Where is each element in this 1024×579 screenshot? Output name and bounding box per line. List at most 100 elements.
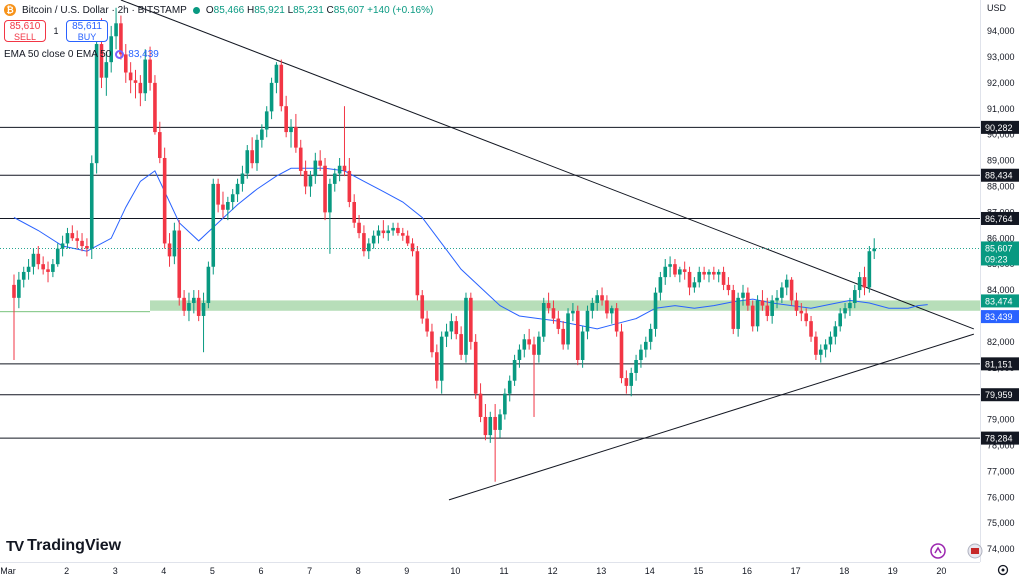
candle-body: [21, 271, 26, 280]
x-tick-label: Mar: [0, 566, 16, 576]
candle-34: [177, 220, 182, 306]
currency-label[interactable]: USD: [987, 3, 1007, 13]
level-label-5: 78,284: [981, 431, 1019, 445]
candle-146: [721, 266, 726, 291]
candle-body: [818, 349, 823, 355]
candle-body: [75, 238, 79, 241]
candle-46: [235, 178, 240, 203]
y-tick-label: 88,000: [987, 181, 1015, 191]
x-tick-label: 8: [356, 566, 361, 576]
candle-body: [439, 336, 444, 381]
support-zone-label-text: 83,474: [985, 296, 1013, 306]
level-label-0-bg: [981, 120, 1019, 134]
candle-body: [347, 170, 352, 203]
candle-149: [736, 292, 740, 337]
candle-body: [809, 321, 813, 337]
sell-button[interactable]: 85,610 SELL: [4, 20, 46, 42]
candle-body: [65, 233, 70, 244]
candle-body: [196, 297, 201, 316]
y-tick-label: 78,000: [987, 440, 1015, 450]
candle-139: [687, 266, 692, 296]
level-label-3-bg: [981, 357, 1019, 371]
candle-body: [332, 173, 337, 184]
candle-175: [862, 266, 867, 296]
candle-body: [687, 271, 692, 288]
candle-11: [65, 227, 70, 249]
candle-body: [609, 308, 614, 314]
trendline-0: [120, 0, 975, 330]
candle-body: [143, 59, 148, 94]
candle-92: [459, 326, 463, 360]
market-status-dot: [192, 6, 200, 14]
candle-body: [435, 352, 439, 381]
candle-body: [80, 240, 84, 247]
candle-66: [332, 168, 337, 192]
y-tick-label: 82,000: [987, 337, 1015, 347]
candle-body: [298, 147, 303, 171]
candle-140: [692, 277, 697, 293]
candle-body: [658, 277, 663, 293]
tradingview-mark-icon: TV: [6, 537, 24, 555]
candle-body: [731, 290, 736, 329]
level-label-5-bg: [981, 431, 1019, 445]
candle-167: [823, 339, 828, 358]
buy-label: BUY: [77, 32, 97, 42]
candle-131: [648, 323, 653, 350]
compare-icon[interactable]: [930, 543, 946, 559]
ema-value: 83,439: [128, 49, 159, 60]
candle-body: [848, 303, 852, 309]
settings-gear-icon[interactable]: [997, 564, 1009, 576]
candle-17: [94, 31, 99, 174]
candle-115: [571, 303, 575, 322]
candle-39: [201, 292, 206, 353]
candle-173: [852, 284, 857, 309]
candle-103: [512, 354, 517, 386]
candle-129: [639, 344, 643, 368]
candle-body: [55, 248, 60, 265]
candle-72: [362, 225, 366, 257]
candle-79: [396, 222, 400, 236]
buy-button[interactable]: 85,611 BUY: [66, 20, 108, 42]
candle-body: [235, 183, 240, 195]
candle-body: [721, 271, 726, 285]
candle-body: [318, 160, 322, 166]
candle-86: [430, 323, 434, 358]
candle-body: [31, 253, 36, 267]
candle-133: [658, 271, 663, 301]
candle-106: [527, 328, 531, 350]
candle-body: [619, 331, 624, 379]
symbol-title[interactable]: Bitcoin / U.S. Dollar · 2h · BITSTAMP: [22, 4, 187, 16]
candle-body: [12, 284, 16, 298]
candle-body: [192, 297, 196, 304]
candle-body: [692, 282, 697, 288]
candle-172: [848, 297, 852, 316]
candle-67: [337, 157, 342, 182]
current-price-bg: [981, 241, 1019, 266]
candle-61: [308, 170, 313, 197]
candle-174: [857, 271, 862, 298]
x-tick-label: 20: [936, 566, 946, 576]
candle-body: [750, 305, 755, 327]
candle-body: [138, 82, 143, 94]
ema-legend[interactable]: EMA 50 close 0 EMA 50 83,439: [4, 49, 159, 60]
candle-142: [702, 266, 706, 280]
candle-body: [556, 318, 561, 329]
candle-body: [488, 416, 493, 436]
candle-body: [133, 80, 138, 83]
candle-36: [187, 292, 191, 322]
candle-161: [794, 292, 799, 316]
candle-12: [70, 225, 75, 241]
candle-body: [308, 176, 313, 187]
buy-price: 85,611: [72, 21, 102, 32]
candle-body: [532, 344, 536, 355]
candle-168: [828, 331, 833, 353]
y-tick-label: 74,000: [987, 544, 1015, 554]
sell-label: SELL: [13, 32, 37, 42]
candle-164: [809, 315, 813, 342]
candle-95: [473, 334, 478, 399]
y-tick-label: 89,000: [987, 156, 1015, 166]
candle-body: [580, 331, 585, 360]
candle-body: [148, 59, 152, 83]
ohlc-close: 85,607: [333, 4, 365, 16]
